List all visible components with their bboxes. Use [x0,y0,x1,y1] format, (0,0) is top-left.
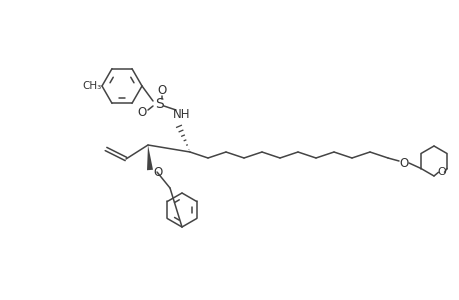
Text: O: O [153,166,162,178]
Text: NH: NH [173,107,190,121]
Text: O: O [137,106,146,118]
Text: O: O [157,83,166,97]
Text: S: S [155,97,164,111]
Text: O: O [398,157,408,169]
Polygon shape [147,145,153,170]
Text: O: O [436,167,445,177]
Text: CH₃: CH₃ [82,81,101,91]
